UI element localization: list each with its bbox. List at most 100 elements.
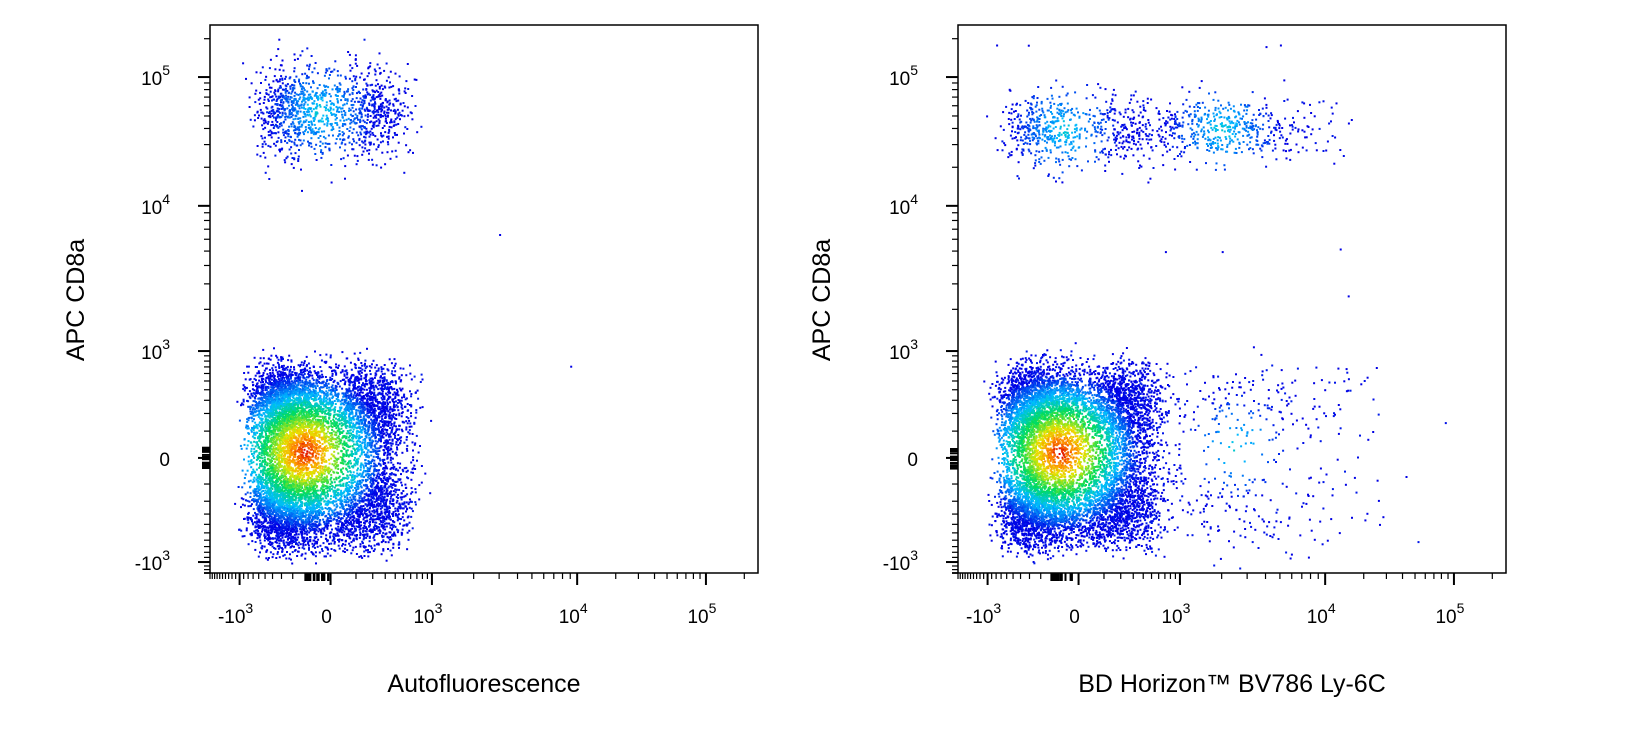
- event-dot: [278, 359, 280, 361]
- event-dot: [392, 505, 394, 507]
- event-dot: [253, 437, 255, 439]
- event-dot: [329, 397, 331, 399]
- event-dot: [388, 476, 390, 478]
- event-dot: [389, 502, 391, 504]
- event-dot: [259, 522, 261, 524]
- event-dot: [247, 393, 249, 395]
- event-dot: [408, 539, 410, 541]
- event-dot: [350, 487, 352, 489]
- event-dot: [393, 425, 395, 427]
- event-dot: [293, 366, 295, 368]
- event-dot: [248, 512, 250, 514]
- event-dot: [393, 511, 395, 513]
- event-dot: [315, 533, 317, 535]
- event-dot: [361, 369, 363, 371]
- event-dot: [386, 560, 388, 562]
- event-dot: [376, 399, 378, 401]
- event-dot: [300, 388, 302, 390]
- event-dot: [374, 522, 376, 524]
- event-dots: [234, 39, 572, 565]
- event-dot: [331, 514, 333, 516]
- event-dot: [336, 448, 338, 450]
- event-dot: [366, 380, 368, 382]
- event-dot: [344, 544, 346, 546]
- event-dot: [394, 358, 396, 360]
- event-dot: [393, 413, 395, 415]
- event-dot: [281, 550, 283, 552]
- event-dot: [300, 384, 302, 386]
- event-dot: [415, 504, 417, 506]
- event-dot: [417, 398, 419, 400]
- event-dot: [303, 452, 305, 454]
- event-dot: [254, 549, 256, 551]
- event-dot: [361, 557, 363, 559]
- event-dot: [370, 479, 372, 481]
- event-dot: [325, 433, 327, 435]
- event-dot: [352, 549, 354, 551]
- event-dot: [378, 438, 380, 440]
- event-dot: [275, 557, 277, 559]
- event-dot: [341, 407, 343, 409]
- event-dot: [299, 528, 301, 530]
- event-dot: [344, 548, 346, 550]
- event-dot: [352, 431, 354, 433]
- event-dot: [367, 549, 369, 551]
- event-dot: [357, 468, 359, 470]
- event-dot: [302, 364, 304, 366]
- event-dot: [409, 373, 411, 375]
- event-dot: [362, 508, 364, 510]
- event-dot: [327, 549, 329, 551]
- event-dot: [389, 442, 391, 444]
- event-dot: [392, 547, 394, 549]
- event-dot: [365, 367, 367, 369]
- event-dot: [398, 541, 400, 543]
- event-dot: [281, 540, 283, 542]
- event-dot: [421, 482, 423, 484]
- event-dot: [244, 477, 246, 479]
- event-dot: [359, 502, 361, 504]
- event-dot: [364, 370, 366, 372]
- event-dot: [395, 363, 397, 365]
- event-dot: [355, 409, 357, 411]
- event-dot: [347, 501, 349, 503]
- event-dot: [255, 474, 257, 476]
- event-dot: [354, 457, 356, 459]
- event-dot: [358, 518, 360, 520]
- event-dot: [410, 493, 412, 495]
- event-dot: [306, 497, 308, 499]
- event-dot: [401, 415, 403, 417]
- event-dot: [365, 459, 367, 461]
- event-dot: [359, 352, 361, 354]
- event-dot: [262, 490, 264, 492]
- event-dot: [246, 516, 248, 518]
- event-dot: [397, 402, 399, 404]
- event-dot: [409, 498, 411, 500]
- event-dot: [409, 364, 411, 366]
- event-dot: [250, 450, 252, 452]
- event-dot: [264, 370, 266, 372]
- event-dot: [297, 456, 299, 458]
- event-dot: [324, 466, 326, 468]
- event-dot: [392, 464, 394, 466]
- event-dot: [269, 369, 271, 371]
- event-dot: [406, 445, 408, 447]
- event-dot: [354, 451, 356, 453]
- event-dot: [353, 538, 355, 540]
- event-dot: [313, 366, 315, 368]
- event-dot: [350, 528, 352, 530]
- event-dot: [328, 417, 330, 419]
- event-dot: [360, 469, 362, 471]
- event-dot: [270, 434, 272, 436]
- event-dot: [285, 558, 287, 560]
- event-dot: [363, 424, 365, 426]
- event-dot: [250, 480, 252, 482]
- event-dot: [294, 380, 296, 382]
- event-dot: [366, 535, 368, 537]
- event-dot: [257, 483, 259, 485]
- event-dot: [246, 428, 248, 430]
- event-dot: [298, 516, 300, 518]
- event-dot: [289, 456, 291, 458]
- event-dot: [326, 385, 328, 387]
- event-dot: [364, 365, 366, 367]
- event-dot: [243, 384, 245, 386]
